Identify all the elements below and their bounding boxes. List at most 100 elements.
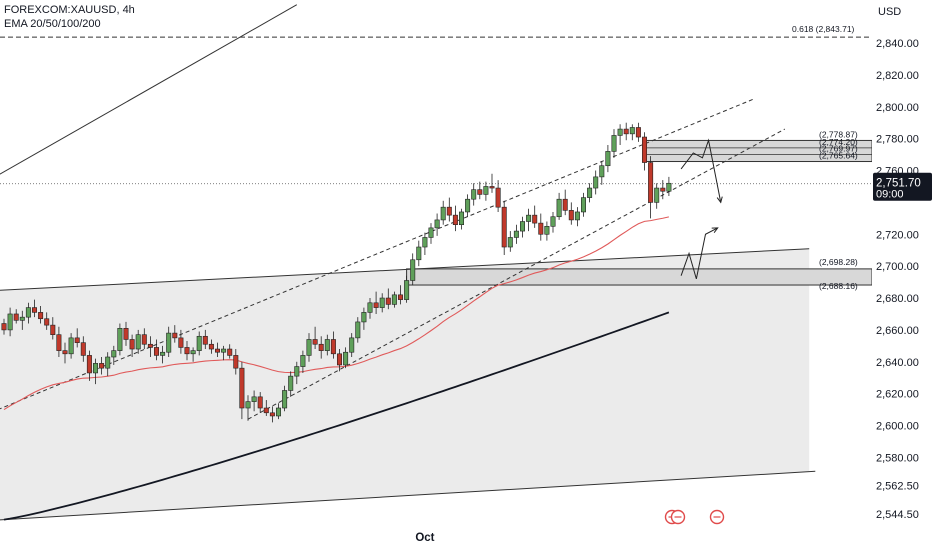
candle[interactable] <box>117 323 123 356</box>
candle[interactable] <box>544 221 550 241</box>
candle[interactable] <box>629 124 635 141</box>
candle[interactable] <box>111 345 117 365</box>
candle[interactable] <box>507 231 513 252</box>
candle[interactable] <box>440 200 446 225</box>
candle[interactable] <box>123 321 129 346</box>
candle[interactable] <box>154 339 160 361</box>
candle[interactable] <box>56 326 62 357</box>
candle[interactable] <box>428 223 434 244</box>
candle[interactable] <box>99 357 105 375</box>
candle[interactable] <box>367 298 373 319</box>
candle[interactable] <box>550 211 556 233</box>
candle[interactable] <box>135 329 141 354</box>
candle[interactable] <box>312 326 318 350</box>
candle[interactable] <box>25 302 31 324</box>
candle[interactable] <box>654 183 660 209</box>
candle[interactable] <box>397 285 403 305</box>
current-price-tag[interactable] <box>873 172 932 201</box>
candle[interactable] <box>288 371 294 397</box>
candle[interactable] <box>68 333 74 359</box>
ema-200-line[interactable] <box>3 311 670 521</box>
candle[interactable] <box>471 183 477 206</box>
candle[interactable] <box>336 349 342 372</box>
candle[interactable] <box>648 156 654 219</box>
old-channel-line[interactable] <box>0 4 298 176</box>
candle[interactable] <box>38 305 44 324</box>
candle[interactable] <box>19 310 25 330</box>
candle[interactable] <box>239 361 245 420</box>
candle[interactable] <box>623 122 629 141</box>
candle[interactable] <box>208 339 214 354</box>
candle[interactable] <box>568 202 574 225</box>
candle[interactable] <box>31 299 37 318</box>
candle[interactable] <box>410 253 416 286</box>
candle[interactable] <box>190 347 196 362</box>
candle[interactable] <box>93 358 99 385</box>
candle[interactable] <box>343 347 349 369</box>
candle[interactable] <box>355 317 361 343</box>
candle[interactable] <box>391 291 397 308</box>
candle[interactable] <box>300 350 306 373</box>
dashed-trendline-lower[interactable] <box>247 128 786 420</box>
candle[interactable] <box>593 170 599 195</box>
candle[interactable] <box>361 307 367 330</box>
candle[interactable] <box>105 352 111 377</box>
candle[interactable] <box>282 385 288 412</box>
candle[interactable] <box>13 309 19 324</box>
candle[interactable] <box>269 406 275 423</box>
candle[interactable] <box>257 392 263 413</box>
candle[interactable] <box>422 232 428 255</box>
candle[interactable] <box>227 344 233 359</box>
event-icons[interactable] <box>664 509 725 525</box>
candle[interactable] <box>532 205 538 228</box>
candle[interactable] <box>404 275 410 303</box>
economic-event-icon[interactable] <box>670 509 686 525</box>
candle[interactable] <box>513 224 519 244</box>
candle[interactable] <box>160 345 166 364</box>
price-axis[interactable]: USD2,840.002,820.002,800.002,780.002,760… <box>872 0 932 550</box>
candle[interactable] <box>641 132 647 171</box>
candle[interactable] <box>611 129 617 158</box>
candle[interactable] <box>50 317 56 340</box>
candle[interactable] <box>416 240 422 267</box>
candle[interactable] <box>605 145 611 173</box>
candle[interactable] <box>458 208 464 230</box>
candle[interactable] <box>318 336 324 359</box>
ema-50-line[interactable] <box>3 216 670 411</box>
candle[interactable] <box>574 207 580 227</box>
candle[interactable] <box>166 326 172 357</box>
economic-event-icon[interactable] <box>709 509 725 525</box>
candle[interactable] <box>330 331 336 359</box>
candle[interactable] <box>660 180 666 200</box>
candle[interactable] <box>489 173 495 193</box>
candle[interactable] <box>379 293 385 313</box>
candle[interactable] <box>635 122 641 142</box>
candle[interactable] <box>62 342 68 364</box>
candle[interactable] <box>580 192 586 217</box>
candle[interactable] <box>141 328 147 350</box>
candle[interactable] <box>245 395 251 421</box>
candle[interactable] <box>1 318 7 335</box>
candle[interactable] <box>556 192 562 220</box>
candle[interactable] <box>178 329 184 354</box>
projection-arrow-upper[interactable] <box>680 138 722 203</box>
candle[interactable] <box>519 216 525 238</box>
candle[interactable] <box>74 328 80 348</box>
candle[interactable] <box>373 291 379 314</box>
candle[interactable] <box>294 361 300 385</box>
candle[interactable] <box>501 200 507 255</box>
candle[interactable] <box>324 334 330 356</box>
candle[interactable] <box>385 288 391 310</box>
candle[interactable] <box>483 181 489 201</box>
candle[interactable] <box>80 336 86 362</box>
candle[interactable] <box>495 180 501 212</box>
candle[interactable] <box>172 325 178 343</box>
candle[interactable] <box>538 213 544 241</box>
candle[interactable] <box>202 329 208 350</box>
candle[interactable] <box>147 336 153 357</box>
candle[interactable] <box>196 331 202 356</box>
candle[interactable] <box>562 189 568 216</box>
candle[interactable] <box>7 307 13 337</box>
